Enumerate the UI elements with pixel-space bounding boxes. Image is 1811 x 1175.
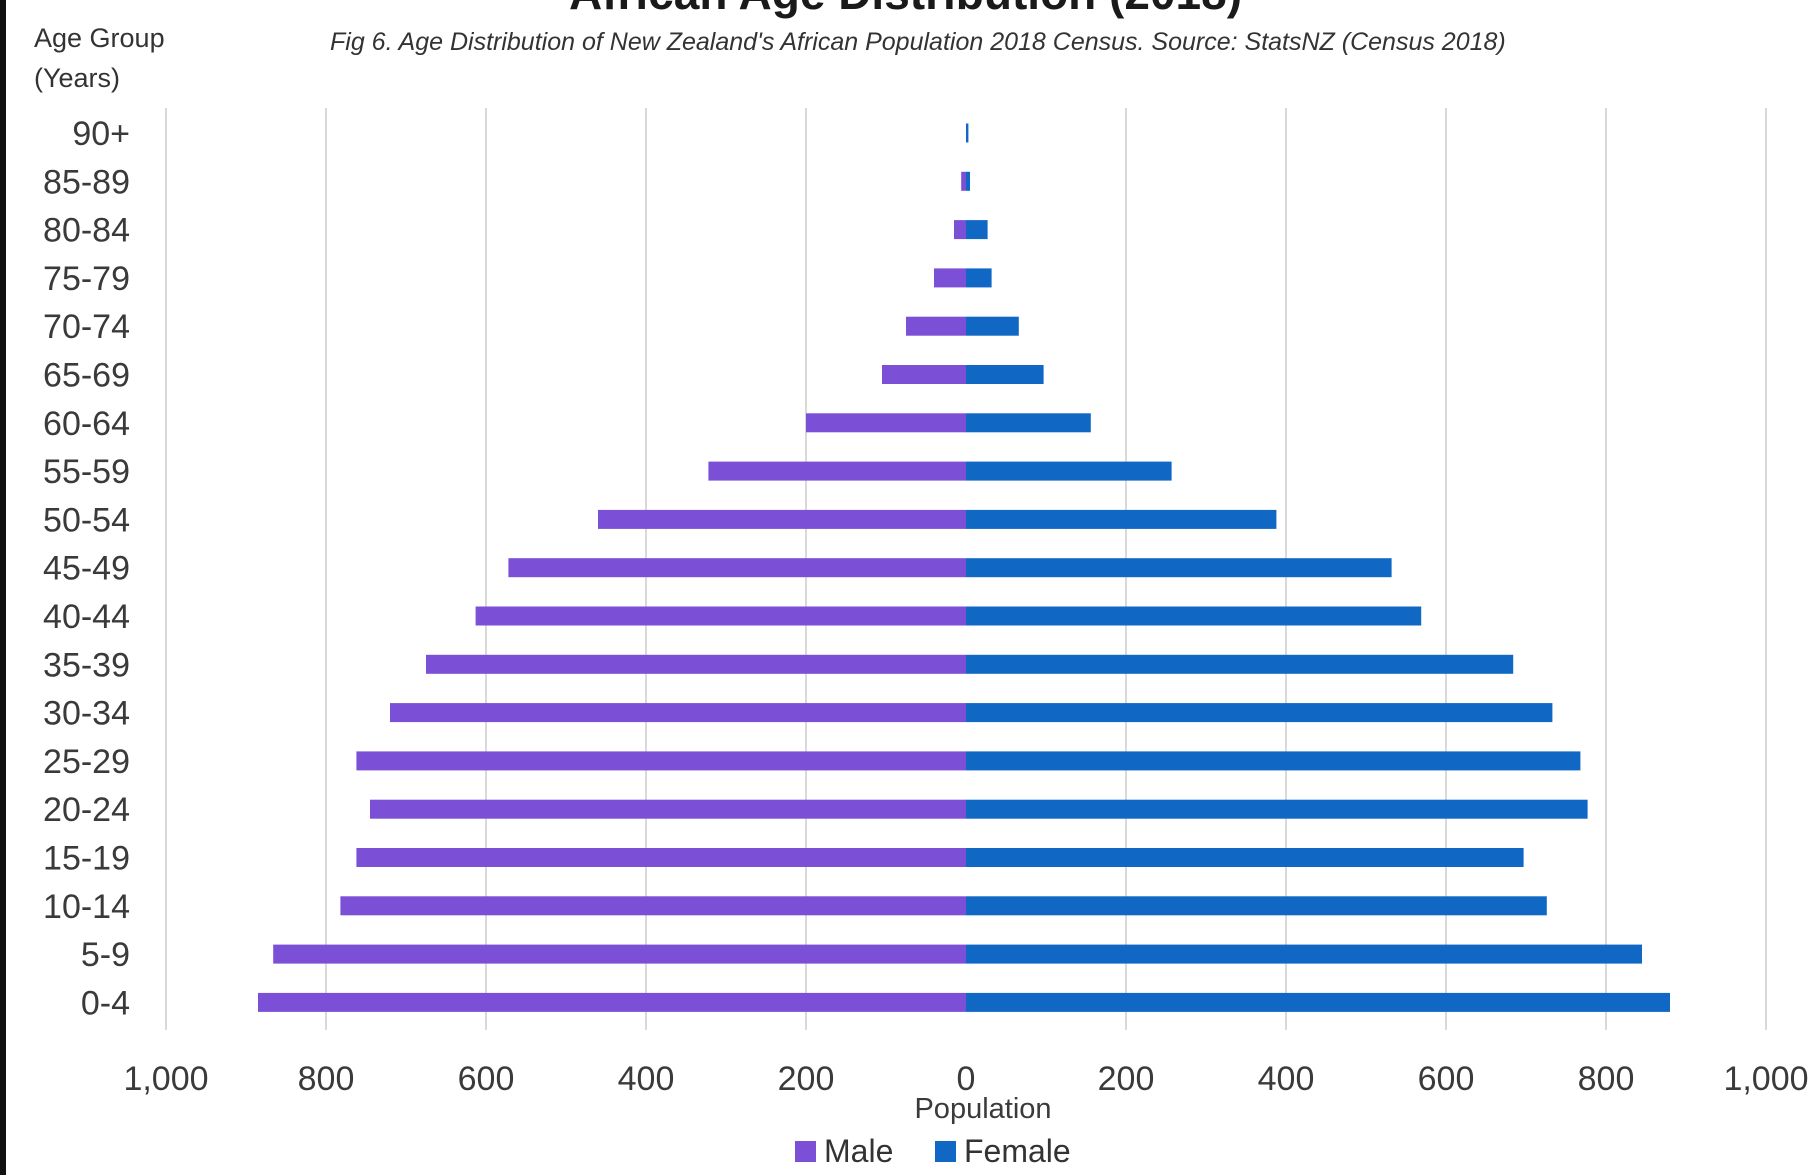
x-tick-label: 600	[458, 1060, 515, 1098]
x-tick-label: 0	[957, 1060, 976, 1098]
bar-female	[966, 896, 1547, 916]
x-tick-labels: 1,000 800 600 400 200 0 200 400 600 800 1,000	[123, 1060, 1808, 1098]
bar-female	[966, 944, 1642, 964]
category-label: 5-9	[81, 936, 130, 974]
bar-male	[356, 848, 966, 867]
bar-female	[966, 606, 1422, 626]
bar-female	[966, 509, 1277, 529]
bar-female	[966, 461, 1172, 481]
bar-female	[966, 365, 1044, 384]
category-label: 25-29	[43, 743, 130, 781]
category-label: 35-39	[43, 646, 130, 684]
category-label: 0-4	[81, 984, 130, 1022]
category-label: 85-89	[43, 163, 130, 201]
category-label: 15-19	[43, 840, 130, 878]
bar-male	[954, 220, 966, 240]
left-edge-rule	[0, 0, 6, 1175]
chart-title: African Age Distribution (2018)	[0, 0, 1811, 20]
bar-female	[966, 751, 1581, 771]
legend: Male Female	[795, 1133, 1071, 1169]
x-tick-label: 800	[298, 1060, 355, 1098]
bar-male	[258, 992, 966, 1012]
bar-male	[906, 316, 966, 336]
bar-female	[966, 992, 1670, 1012]
bar-female	[966, 799, 1588, 819]
bar-male	[370, 799, 966, 819]
y-axis-title: Age Group (Years)	[34, 18, 165, 98]
bar-male	[273, 944, 966, 964]
y-axis-title-line-1: Age Group	[34, 23, 165, 53]
category-labels: 90+ 85-89 80-84 75-79 70-74 65-69 60-64 55-59 50…	[43, 115, 130, 1022]
bar-female	[966, 123, 969, 143]
bar-male	[708, 461, 966, 481]
x-tick-label: 200	[1098, 1060, 1155, 1098]
bar-male	[961, 171, 966, 191]
x-tick-label: 200	[778, 1060, 835, 1098]
bar-female	[966, 316, 1019, 336]
bars	[258, 123, 1670, 1012]
category-label: 75-79	[43, 260, 130, 298]
category-label: 10-14	[43, 888, 130, 926]
x-tick-label: 600	[1418, 1060, 1475, 1098]
category-label: 55-59	[43, 453, 130, 491]
bar-male	[356, 751, 966, 771]
category-label: 30-34	[43, 695, 130, 733]
x-tick-label: 400	[1258, 1060, 1315, 1098]
x-axis-title: Population	[914, 1093, 1051, 1125]
bar-male	[475, 606, 966, 626]
bar-male	[340, 896, 966, 916]
bar-female	[966, 268, 992, 288]
category-label: 90+	[72, 115, 130, 153]
chart-subtitle: Fig 6. Age Distribution of New Zealand's…	[330, 28, 1506, 56]
bar-male	[934, 268, 966, 288]
bar-female	[966, 558, 1392, 578]
category-label: 50-54	[43, 501, 130, 539]
category-label: 20-24	[43, 791, 130, 829]
bar-female	[966, 413, 1091, 433]
legend-swatch-male	[795, 1141, 816, 1162]
category-label: 45-49	[43, 550, 130, 588]
bar-male	[806, 413, 966, 433]
x-tick-label: 1,000	[123, 1060, 208, 1098]
legend-label-female: Female	[964, 1133, 1071, 1169]
legend-swatch-female	[935, 1141, 956, 1162]
bar-male	[426, 654, 966, 674]
bar-male	[598, 509, 966, 529]
category-label: 40-44	[43, 598, 130, 636]
bar-female	[966, 848, 1524, 867]
bar-female	[966, 654, 1514, 674]
category-label: 70-74	[43, 308, 130, 346]
bar-female	[966, 220, 988, 240]
bar-male	[508, 558, 966, 578]
category-label: 60-64	[43, 405, 130, 443]
y-axis-title-line-2: (Years)	[34, 63, 121, 93]
legend-label-male: Male	[824, 1133, 893, 1169]
x-tick-label: 400	[618, 1060, 675, 1098]
category-label: 65-69	[43, 357, 130, 395]
x-tick-label: 1,000	[1723, 1060, 1808, 1098]
bar-female	[966, 703, 1553, 723]
category-label: 80-84	[43, 212, 130, 250]
bar-male	[390, 703, 966, 723]
bar-male	[882, 365, 966, 384]
x-tick-label: 800	[1578, 1060, 1635, 1098]
bar-female	[966, 171, 970, 191]
